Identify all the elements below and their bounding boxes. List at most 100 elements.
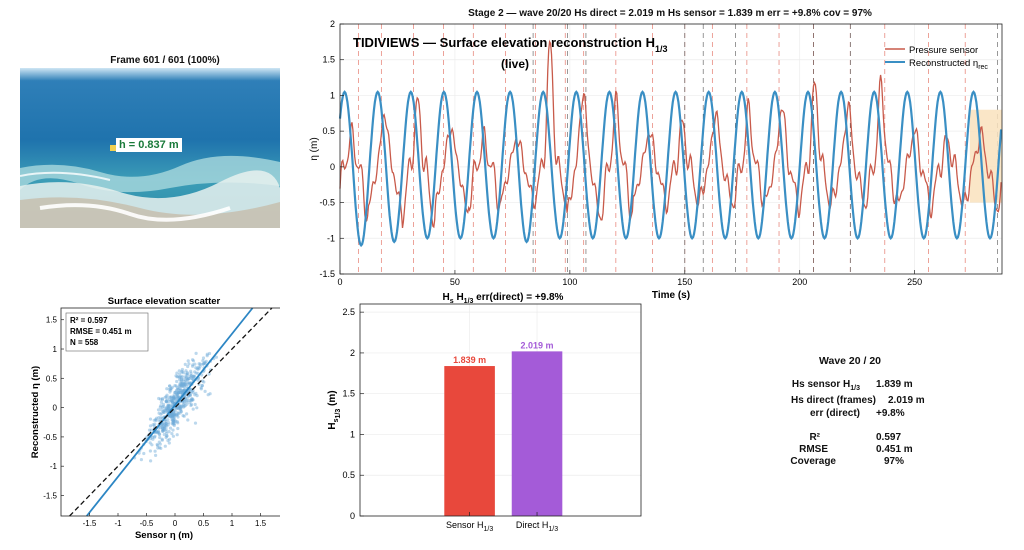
ts-xtick-label: 200 <box>792 277 807 287</box>
scatter-point <box>150 435 154 439</box>
scatter-point <box>165 408 169 412</box>
scatter-point <box>153 422 157 426</box>
scatter-point <box>174 390 178 394</box>
bar-value-label: 1.839 m <box>453 355 486 365</box>
timeseries-ylabel: η (m) <box>309 137 320 160</box>
scatter-point <box>177 404 181 408</box>
bar-xtick-label: Direct H1/3 <box>516 520 558 533</box>
scatter-point <box>175 379 179 384</box>
scatter-point <box>164 422 168 426</box>
bar-y-ticks: 0 0.5 1 1.5 2 2.5 <box>342 307 364 521</box>
scatter-point <box>175 387 179 391</box>
scatter-point <box>164 422 168 426</box>
bar-ytick-label: 1 <box>350 429 355 439</box>
scatter-point <box>191 374 195 378</box>
scatter-point <box>164 419 168 423</box>
scatter-point <box>188 401 192 405</box>
scatter-point <box>187 381 191 385</box>
ts-ytick-label: 2 <box>330 19 335 29</box>
scatter-point <box>156 408 161 412</box>
scatter-point <box>207 372 211 376</box>
scatter-point <box>202 380 206 384</box>
scatter-point <box>152 424 156 428</box>
scatter-point <box>194 366 198 370</box>
scatter-point <box>177 389 182 393</box>
scatter-point <box>157 432 161 436</box>
scatter-point <box>181 405 186 409</box>
scatter-point <box>148 424 153 428</box>
scatter-point <box>179 409 183 413</box>
scatter-ytick-label: 1.5 <box>46 316 58 325</box>
scatter-point <box>179 380 184 384</box>
scatter-point <box>185 396 189 400</box>
scatter-point <box>169 413 174 417</box>
scatter-point <box>195 406 199 410</box>
scatter-point <box>164 399 168 403</box>
scatter-point <box>185 399 189 403</box>
scatter-point <box>164 395 168 399</box>
scatter-point <box>178 406 183 410</box>
stat-value: +9.8% <box>876 408 905 419</box>
scatter-point <box>203 361 207 365</box>
scatter-point <box>168 395 172 399</box>
scatter-xtick-label: -1 <box>114 519 122 528</box>
scatter-point <box>180 382 184 386</box>
scatter-point <box>184 376 189 381</box>
scatter-point <box>165 434 169 438</box>
scatter-point <box>185 381 190 385</box>
scatter-point <box>163 444 167 448</box>
scatter-point <box>176 391 181 395</box>
scatter-point <box>172 422 177 426</box>
scatter-point <box>191 358 195 362</box>
scatter-point <box>191 398 195 402</box>
scatter-point <box>163 395 167 399</box>
scatter-point <box>169 386 173 391</box>
scatter-point <box>166 418 170 422</box>
scatter-point <box>166 438 170 443</box>
scatter-point <box>148 441 152 445</box>
scatter-point <box>173 390 177 394</box>
scatter-point <box>180 405 184 409</box>
scatter-point <box>195 394 199 398</box>
scatter-title: Surface elevation scatter <box>108 296 221 307</box>
scatter-point <box>192 374 196 378</box>
scatter-point <box>172 413 176 417</box>
scatter-point <box>165 424 169 428</box>
scatter-point <box>160 411 164 415</box>
scatter-point <box>159 400 163 404</box>
scatter-point <box>174 384 178 388</box>
scatter-point <box>176 421 180 425</box>
scatter-point <box>167 400 171 404</box>
scatter-point <box>197 366 201 370</box>
bar-marks: 1.839 m 2.019 m <box>444 340 563 516</box>
scatter-point <box>171 401 175 405</box>
scatter-point <box>170 416 174 420</box>
scatter-point <box>159 397 163 401</box>
scatter-point <box>169 415 173 419</box>
scatter-point <box>160 428 165 432</box>
scatter-point <box>172 423 176 428</box>
scatter-point <box>167 407 171 411</box>
scatter-x-ticks: -1.5 -1 -0.5 0 0.5 1 1.5 <box>83 513 267 528</box>
overlay-subtitle: (live) <box>501 57 529 71</box>
scatter-point <box>172 420 177 424</box>
scatter-point <box>162 432 166 437</box>
scatter-point <box>170 414 174 418</box>
scatter-point <box>193 402 197 407</box>
scatter-point <box>156 446 160 450</box>
bar-ylabel: Hs1/3 (m) <box>327 390 342 429</box>
ts-ytick-label: 1.5 <box>322 55 335 65</box>
scatter-point <box>148 449 152 453</box>
scatter-point <box>170 385 174 389</box>
scatter-point <box>157 440 161 444</box>
scatter-point <box>195 367 199 371</box>
scatter-point <box>178 406 182 410</box>
ts-xtick-label: 250 <box>907 277 922 287</box>
scatter-point <box>173 390 177 395</box>
scatter-point <box>178 404 183 409</box>
scatter-point <box>189 403 193 408</box>
scatter-point <box>193 393 197 397</box>
scatter-point <box>189 371 193 375</box>
scatter-point <box>206 393 210 397</box>
scatter-point <box>170 400 174 404</box>
